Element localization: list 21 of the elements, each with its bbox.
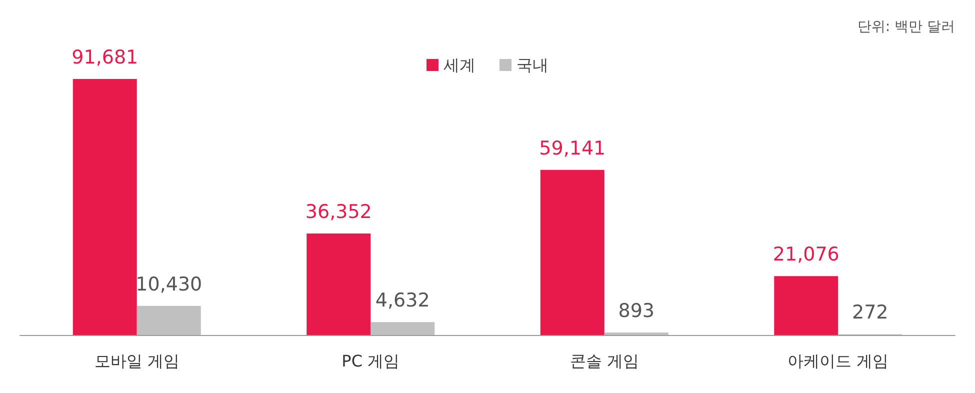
bar <box>370 322 435 335</box>
data-label: 893 <box>618 300 655 322</box>
data-label: 4,632 <box>375 290 430 312</box>
data-label: 91,681 <box>72 46 138 68</box>
data-label: 59,141 <box>539 137 606 160</box>
x-tick-label: PC 게임 <box>342 352 400 370</box>
x-tick-label: 아케이드 게임 <box>788 352 889 370</box>
data-label: 272 <box>852 302 888 324</box>
bar <box>774 276 838 335</box>
legend-label: 세계 <box>444 56 476 74</box>
bar <box>136 306 201 335</box>
bar <box>540 170 604 335</box>
legend-label: 국내 <box>516 56 548 74</box>
bar <box>72 78 137 335</box>
data-label: 36,352 <box>305 200 372 223</box>
data-label: 21,076 <box>772 244 840 266</box>
data-label: 10,430 <box>136 273 202 296</box>
x-tick-label: 콘솔 게임 <box>570 352 639 370</box>
text: 단위: 백만 달러 <box>857 19 956 35</box>
bar <box>306 233 371 335</box>
x-tick-label: 모바일 게임 <box>94 352 180 370</box>
